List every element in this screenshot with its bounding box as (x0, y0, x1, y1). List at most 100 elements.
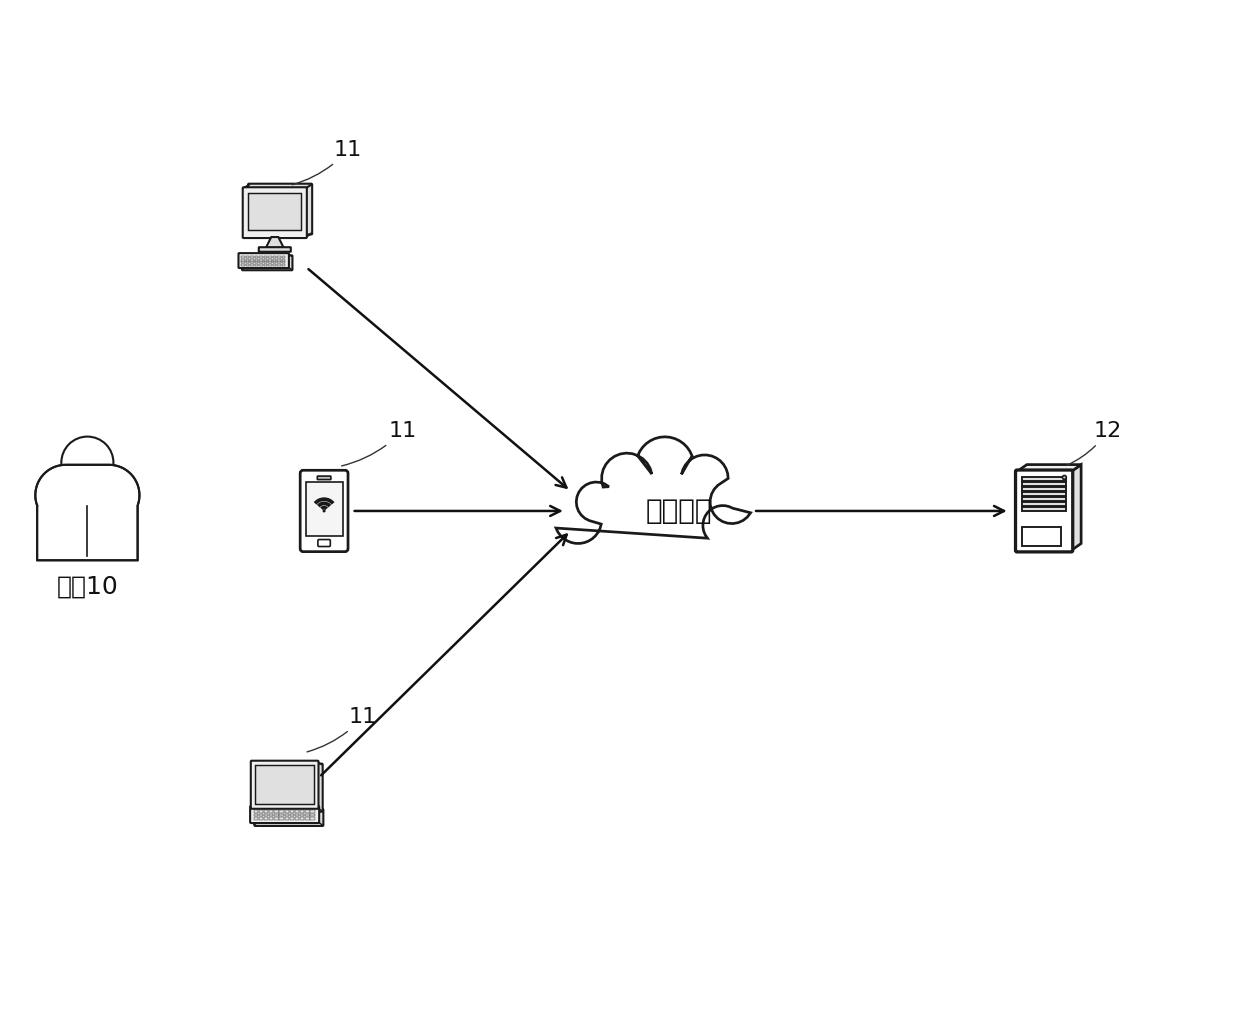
FancyBboxPatch shape (255, 764, 322, 812)
Polygon shape (1017, 464, 1081, 471)
Text: 11: 11 (293, 140, 362, 185)
FancyBboxPatch shape (300, 470, 348, 552)
Bar (250, 259, 254, 260)
Bar (268, 259, 272, 260)
Bar (1022, 502, 1066, 506)
Bar (300, 814, 304, 817)
Text: 11: 11 (341, 421, 417, 466)
Bar (254, 810, 258, 813)
Bar (305, 810, 310, 813)
FancyBboxPatch shape (250, 761, 319, 809)
Bar (273, 261, 277, 263)
Bar (279, 818, 284, 820)
Bar (264, 264, 268, 266)
Bar (250, 261, 254, 263)
FancyBboxPatch shape (1016, 470, 1073, 552)
Bar (295, 814, 299, 817)
Bar (259, 259, 263, 260)
Bar (254, 264, 258, 266)
Bar (1022, 507, 1066, 511)
Bar (290, 810, 294, 813)
FancyBboxPatch shape (259, 247, 291, 252)
Bar (254, 259, 258, 260)
Bar (241, 261, 244, 263)
Polygon shape (35, 464, 139, 560)
Bar (268, 256, 272, 258)
Bar (295, 818, 299, 820)
Bar (241, 259, 244, 260)
Bar (268, 261, 272, 263)
FancyBboxPatch shape (242, 255, 293, 270)
Bar (274, 818, 279, 820)
Bar (273, 264, 277, 266)
Circle shape (61, 437, 113, 489)
Bar (259, 256, 263, 258)
Bar (281, 261, 285, 263)
Bar (1022, 487, 1066, 491)
Text: 用户10: 用户10 (57, 575, 118, 599)
Bar (259, 818, 263, 820)
Bar (281, 264, 285, 266)
Bar (246, 259, 249, 260)
Bar (259, 810, 263, 813)
Bar (285, 818, 289, 820)
FancyBboxPatch shape (243, 187, 306, 238)
Bar (281, 259, 285, 260)
Bar (264, 259, 268, 260)
Bar (278, 264, 281, 266)
Bar (285, 810, 289, 813)
Bar (310, 814, 315, 817)
Bar (278, 259, 281, 260)
Bar (254, 261, 258, 263)
Bar (281, 256, 285, 258)
Bar (305, 814, 310, 817)
Bar (248, 193, 301, 230)
Bar (305, 482, 342, 536)
Bar (241, 256, 244, 258)
Bar (1022, 478, 1066, 482)
Bar (1022, 483, 1066, 487)
Bar (250, 264, 254, 266)
Bar (254, 814, 258, 817)
Bar (290, 814, 294, 817)
Bar (279, 814, 284, 817)
Bar (246, 261, 249, 263)
FancyBboxPatch shape (317, 539, 330, 547)
Bar (259, 264, 263, 266)
Bar (278, 261, 281, 263)
Bar (259, 814, 263, 817)
Bar (264, 818, 268, 820)
FancyBboxPatch shape (317, 477, 331, 480)
Bar (305, 818, 310, 820)
Bar (300, 818, 304, 820)
Bar (259, 261, 263, 263)
Circle shape (1063, 475, 1066, 480)
Circle shape (322, 509, 326, 512)
Bar (273, 256, 277, 258)
Bar (269, 818, 273, 820)
Bar (300, 810, 304, 813)
Polygon shape (556, 437, 750, 544)
Bar (1022, 497, 1066, 501)
FancyBboxPatch shape (248, 184, 312, 235)
Polygon shape (1071, 464, 1081, 551)
Bar (278, 256, 281, 258)
Bar (285, 814, 289, 817)
Bar (310, 810, 315, 813)
Bar (269, 810, 273, 813)
Polygon shape (265, 237, 284, 248)
Bar (264, 810, 268, 813)
Text: 12: 12 (1066, 421, 1122, 465)
Bar (246, 256, 249, 258)
FancyBboxPatch shape (254, 809, 324, 826)
Bar (241, 264, 244, 266)
Bar (295, 810, 299, 813)
Bar (1022, 492, 1066, 496)
Bar (255, 765, 314, 805)
Bar (274, 814, 279, 817)
Bar (254, 256, 258, 258)
Bar (269, 814, 273, 817)
Bar (250, 256, 254, 258)
Bar (264, 814, 268, 817)
FancyBboxPatch shape (250, 806, 319, 823)
